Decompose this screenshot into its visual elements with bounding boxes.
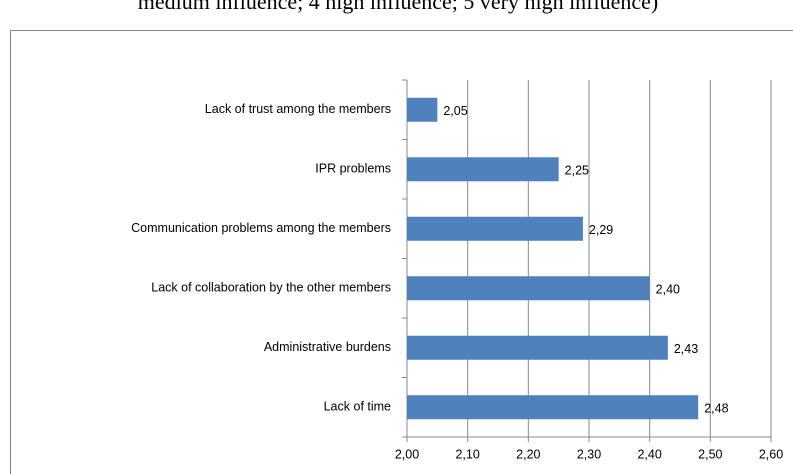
x-tick-label: 2,10 xyxy=(455,447,479,461)
y-tick-label: Lack of collaboration by the other membe… xyxy=(151,281,391,295)
data-label: 2,05 xyxy=(443,104,467,118)
x-tick-label: 2,20 xyxy=(516,447,540,461)
data-label: 2,25 xyxy=(565,164,589,178)
bar xyxy=(407,276,650,301)
data-label: 2,29 xyxy=(589,223,613,237)
bar xyxy=(407,395,699,420)
bar xyxy=(407,216,583,241)
bar xyxy=(407,157,559,182)
x-tick-label: 2,60 xyxy=(759,447,783,461)
y-tick-label: IPR problems xyxy=(315,162,391,176)
data-label: 2,40 xyxy=(656,283,680,297)
chart-title: medium influence; 4 high influence; 5 ve… xyxy=(138,0,659,14)
x-tick-label: 2,40 xyxy=(637,447,661,461)
x-tick-label: 2,50 xyxy=(698,447,722,461)
chart-frame xyxy=(10,30,793,474)
x-tick-label: 2,00 xyxy=(395,447,419,461)
data-label: 2,48 xyxy=(704,402,728,416)
data-label: 2,43 xyxy=(674,342,698,356)
y-tick-label: Lack of trust among the members xyxy=(205,102,391,116)
y-tick-label: Administrative burdens xyxy=(264,340,391,354)
y-tick-label: Lack of time xyxy=(324,400,391,414)
x-tick-label: 2,30 xyxy=(577,447,601,461)
bar xyxy=(407,97,438,122)
y-tick-label: Communication problems among the members xyxy=(131,221,391,235)
bar xyxy=(407,335,668,360)
